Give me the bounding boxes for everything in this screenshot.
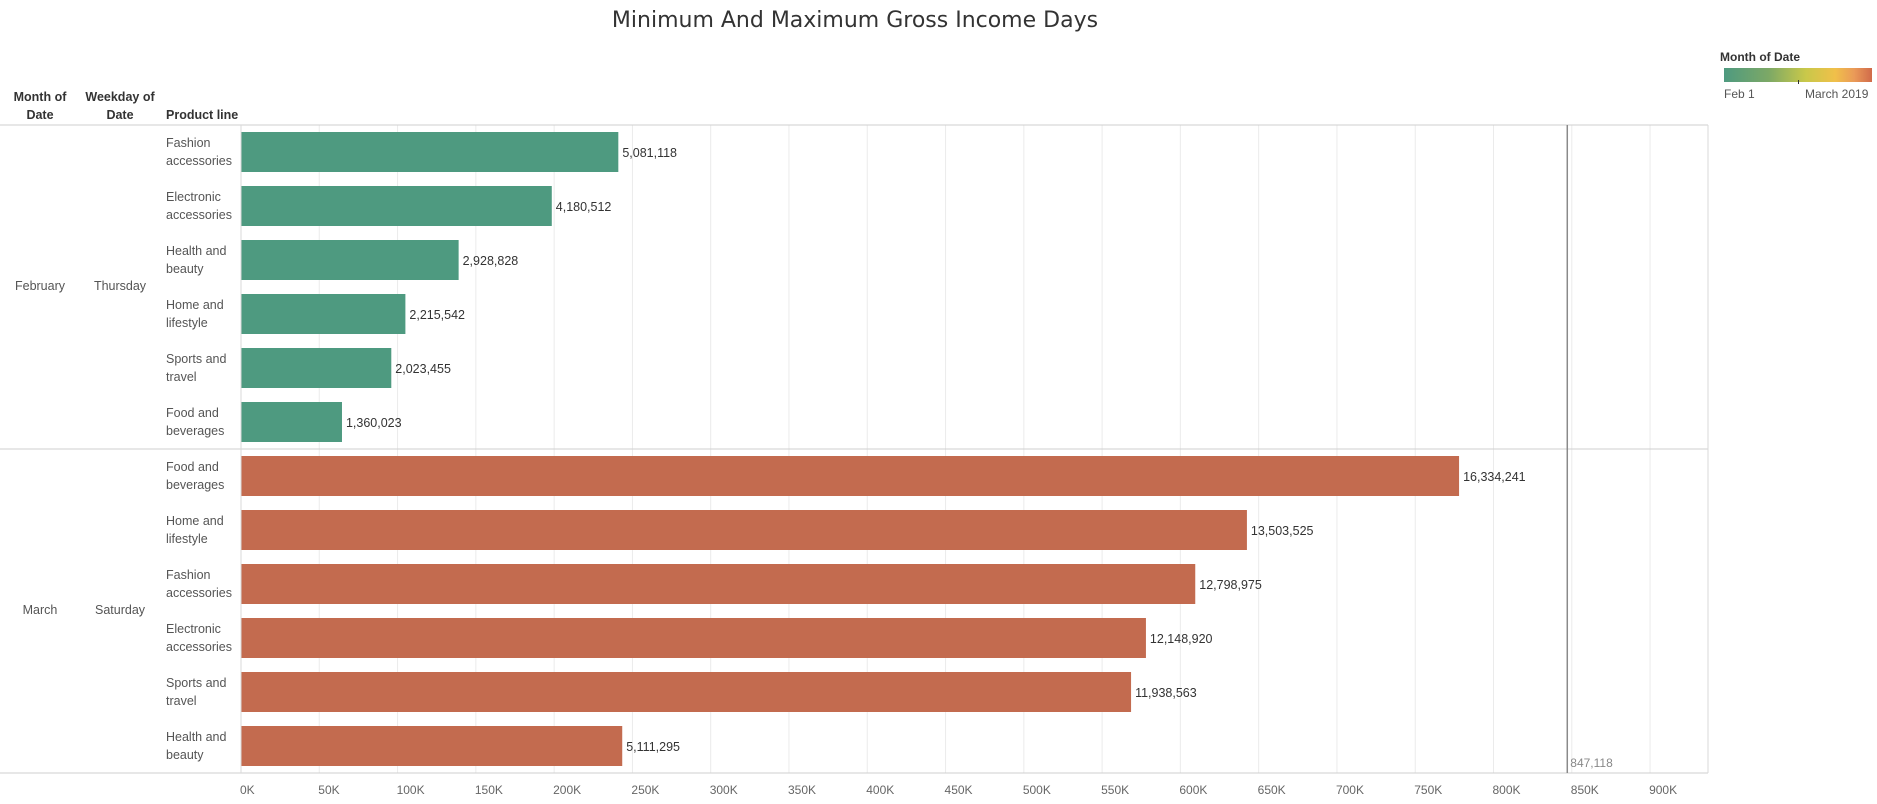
x-tick-label: 350K: [788, 783, 816, 797]
legend-tick: [1798, 80, 1799, 84]
row-month-february: February: [14, 279, 66, 293]
product-line-label: Sports and travel: [166, 676, 227, 708]
bar[interactable]: [241, 726, 623, 766]
bar[interactable]: [241, 186, 552, 226]
bar-value-label: 5,111,295: [626, 740, 680, 754]
bar[interactable]: [241, 618, 1146, 658]
legend-min-label: Feb 1: [1724, 87, 1755, 101]
x-tick-label: 700K: [1336, 783, 1364, 797]
bar[interactable]: [241, 564, 1196, 604]
x-tick-label: 450K: [945, 783, 973, 797]
x-tick-label: 750K: [1414, 783, 1442, 797]
bar-value-label: 16,334,241: [1463, 470, 1526, 484]
product-line-label: Home and lifestyle: [166, 298, 224, 330]
x-tick-label: 800K: [1493, 783, 1521, 797]
x-tick-label: 500K: [1023, 783, 1051, 797]
color-legend-gradient[interactable]: [1724, 68, 1872, 82]
product-line-label: Sports and travel: [166, 352, 227, 384]
x-tick-label: 850K: [1571, 783, 1599, 797]
bar[interactable]: [241, 510, 1247, 550]
x-tick-label: 150K: [475, 783, 503, 797]
product-line-label: Fashion accessories: [166, 136, 232, 168]
x-tick-label: 100K: [397, 783, 425, 797]
x-tick-label: 300K: [710, 783, 738, 797]
reference-line-label: 847,118: [1570, 756, 1613, 770]
x-tick-label: 400K: [866, 783, 894, 797]
x-tick-label: 250K: [631, 783, 659, 797]
bar-value-label: 5,081,118: [622, 146, 677, 160]
x-tick-label: 550K: [1101, 783, 1129, 797]
row-weekday-thursday: Thursday: [93, 279, 147, 293]
product-line-label: Home and lifestyle: [166, 514, 224, 546]
x-tick-label: 600K: [1179, 783, 1207, 797]
header-month: Month of Date: [13, 90, 67, 122]
header-weekday: Weekday of Date: [85, 90, 155, 122]
product-line-label: Fashion accessories: [166, 568, 232, 600]
legend-max-label: March 2019: [1805, 87, 1869, 101]
product-line-label: Health and beauty: [166, 730, 227, 762]
bar[interactable]: [241, 132, 619, 172]
legend-title: Month of Date: [1720, 50, 1800, 64]
bar-value-label: 1,360,023: [346, 416, 402, 430]
bar[interactable]: [241, 348, 392, 388]
bar-value-label: 12,798,975: [1199, 578, 1262, 592]
x-tick-label: 900K: [1649, 783, 1677, 797]
product-line-label: Electronic accessories: [166, 622, 232, 654]
bar[interactable]: [241, 456, 1460, 496]
product-line-label: Food and beverages: [166, 460, 225, 492]
bar[interactable]: [241, 672, 1132, 712]
header-product-line: Product line: [166, 108, 239, 122]
x-tick-label: 0K: [240, 783, 255, 797]
bar-value-label: 2,215,542: [409, 308, 465, 322]
bar-value-label: 11,938,563: [1135, 686, 1197, 700]
bar-value-label: 2,023,455: [395, 362, 451, 376]
bar-value-label: 12,148,920: [1150, 632, 1213, 646]
x-tick-label: 200K: [553, 783, 581, 797]
bar[interactable]: [241, 294, 406, 334]
product-line-label: Electronic accessories: [166, 190, 232, 222]
product-line-label: Food and beverages: [166, 406, 225, 438]
row-weekday-saturday: Saturday: [94, 603, 146, 617]
bar-value-label: 13,503,525: [1251, 524, 1314, 538]
chart-title: Minimum And Maximum Gross Income Days: [611, 8, 1099, 33]
x-tick-label: 50K: [318, 783, 339, 797]
bar-value-label: 4,180,512: [556, 200, 612, 214]
row-month-march: March: [22, 603, 58, 617]
bar[interactable]: [241, 402, 342, 442]
x-tick-label: 650K: [1258, 783, 1286, 797]
bar[interactable]: [241, 240, 459, 280]
bar-value-label: 2,928,828: [463, 254, 519, 268]
product-line-label: Health and beauty: [166, 244, 227, 276]
